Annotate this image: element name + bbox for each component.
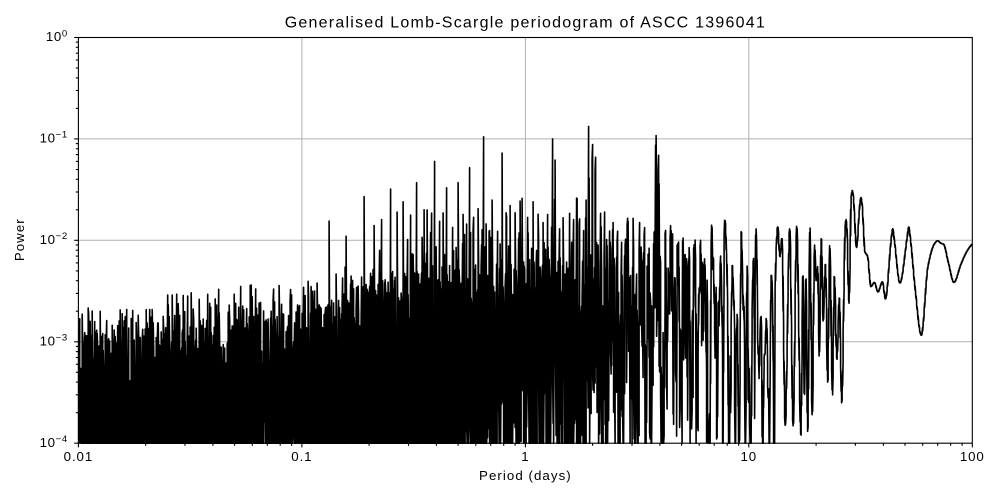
svg-text:1: 1: [521, 449, 529, 464]
svg-text:Power: Power: [12, 218, 27, 261]
svg-text:100: 100: [960, 449, 985, 464]
svg-text:Period (days): Period (days): [479, 468, 572, 483]
svg-text:0.01: 0.01: [64, 449, 93, 464]
svg-text:0.1: 0.1: [291, 449, 312, 464]
svg-text:10: 10: [741, 449, 758, 464]
svg-text:Generalised Lomb-Scargle perio: Generalised Lomb-Scargle periodogram of …: [285, 15, 766, 32]
svg-text:100: 100: [46, 28, 68, 44]
